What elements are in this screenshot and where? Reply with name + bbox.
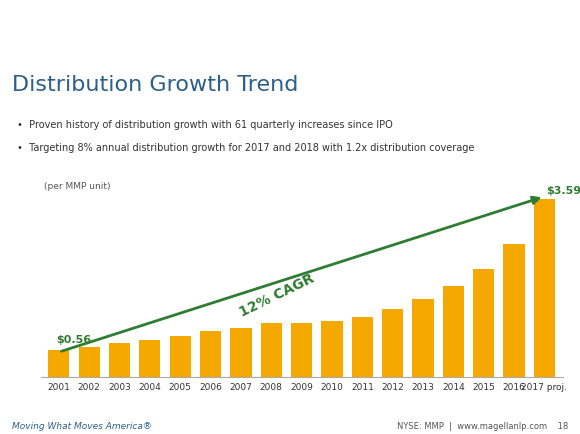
Bar [351,317,373,378]
Bar [109,343,130,378]
Bar [534,200,555,378]
Text: NYSE: MMP  |  www.magellanlp.com    18: NYSE: MMP | www.magellanlp.com 18 [397,421,568,430]
Bar [503,245,525,378]
Text: Distribution Growth Trend: Distribution Growth Trend [12,75,298,95]
Text: 12% CAGR: 12% CAGR [238,271,317,319]
Text: MAGELLAN: MAGELLAN [463,29,540,42]
Bar [230,328,252,378]
Text: MIDSTREAM PARTNERS, L.P.: MIDSTREAM PARTNERS, L.P. [459,49,545,53]
Text: •  Proven history of distribution growth with 61 quarterly increases since IPO: • Proven history of distribution growth … [17,120,393,130]
Text: $3.59: $3.59 [546,186,580,196]
Text: •  Targeting 8% annual distribution growth for 2017 and 2018 with 1.2x distribut: • Targeting 8% annual distribution growt… [17,142,474,152]
Bar [260,323,282,378]
Bar [412,300,434,378]
Text: Moving What Moves America®: Moving What Moves America® [12,421,151,430]
Bar [473,270,494,378]
Bar [169,336,191,378]
Bar [443,287,464,378]
Text: $0.56: $0.56 [56,334,91,344]
Bar [382,309,403,378]
Bar [139,340,161,378]
Bar [291,323,312,378]
Bar [48,350,70,378]
Bar [321,321,343,378]
Bar [200,332,221,378]
Text: (per MMP unit): (per MMP unit) [44,182,110,191]
Text: ▲: ▲ [431,30,444,48]
Bar [78,347,100,378]
